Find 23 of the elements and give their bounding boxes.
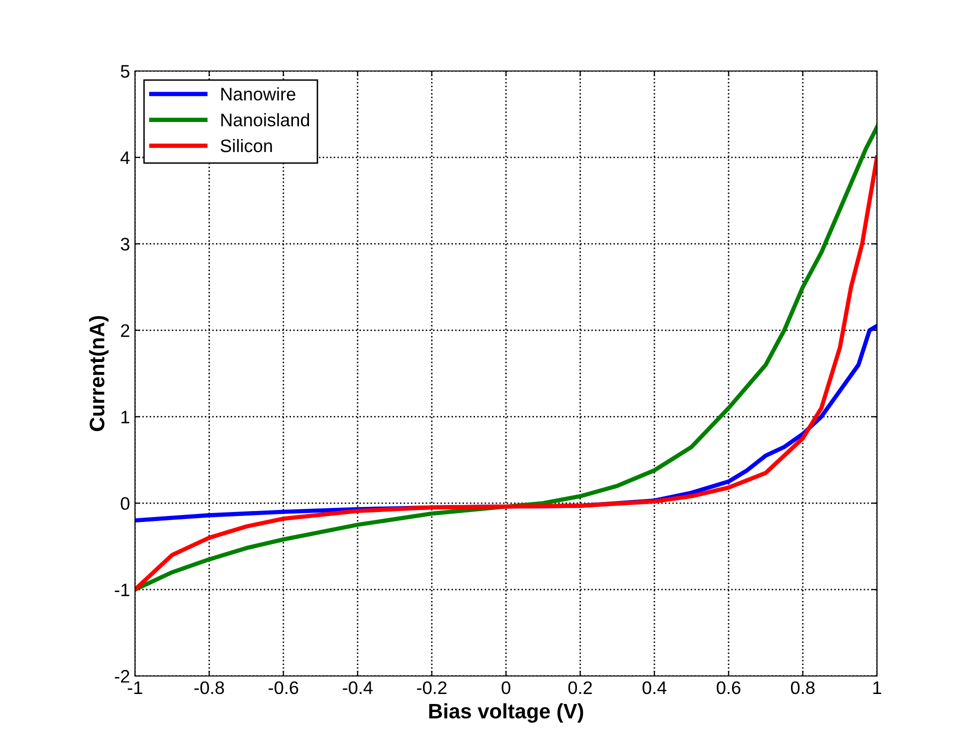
x-tick-label: -0.2 <box>417 681 446 694</box>
y-tick-label: 2 <box>121 324 130 337</box>
y-tick-label: 1 <box>121 410 130 424</box>
y-tick-label: 0 <box>120 497 130 510</box>
x-tick-label: -0.4 <box>342 681 373 694</box>
x-axis-title: Bias voltage (V) <box>429 703 584 723</box>
x-tick-label: 0.2 <box>568 681 592 694</box>
x-tick-label: -0.8 <box>194 681 224 694</box>
x-tick-label: 0.8 <box>790 681 815 694</box>
y-tick-label: 3 <box>120 238 130 251</box>
y-tick-label: -2 <box>114 670 130 683</box>
x-tick-label: 0 <box>502 681 510 694</box>
legend-label: Nanoisland <box>221 113 310 126</box>
legend-label: Silicon <box>220 138 272 152</box>
x-tick-label: 0.4 <box>642 681 666 694</box>
x-tick-label: 0.6 <box>716 681 740 694</box>
y-tick-label: 5 <box>120 65 130 78</box>
y-tick-label: 4 <box>120 152 130 164</box>
y-tick-label: -1 <box>114 584 130 596</box>
legend-label: Nanowire <box>221 87 296 101</box>
y-axis-title: Current(nA) <box>89 316 109 432</box>
x-tick-label: 1 <box>873 682 882 694</box>
x-tick-label: -0.6 <box>268 681 298 694</box>
